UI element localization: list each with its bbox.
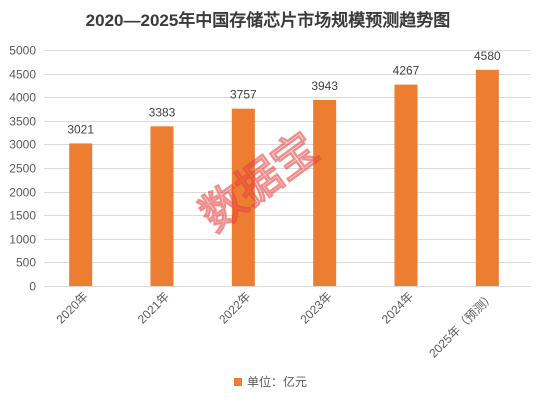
y-tick-label: 3500 (9, 115, 36, 129)
y-tick-label: 2500 (9, 162, 36, 176)
legend-label: 单位：亿元 (247, 374, 307, 389)
y-tick-label: 3000 (9, 138, 36, 152)
y-axis: 0 500 1000 1500 2000 2500 3000 3500 4000 4500 5000 (9, 44, 36, 294)
y-tick-label: 500 (16, 256, 36, 270)
bar (69, 143, 93, 286)
legend-swatch (234, 378, 242, 386)
bar (313, 99, 337, 286)
bar (475, 69, 499, 286)
y-tick-label: 4500 (9, 68, 36, 82)
chart-title: 2020—2025年中国存储芯片市场规模预测趋势图 (86, 10, 451, 30)
bars (69, 69, 499, 287)
data-label: 3021 (67, 122, 94, 136)
legend: 单位：亿元 (234, 374, 307, 389)
data-label: 4580 (474, 49, 501, 63)
bar (150, 126, 174, 286)
bar (231, 108, 255, 286)
data-label: 4267 (393, 64, 420, 78)
gridlines (44, 50, 530, 287)
data-label: 3943 (311, 79, 338, 93)
data-label: 3383 (149, 105, 176, 119)
y-tick-label: 5000 (9, 44, 36, 58)
data-label: 3757 (230, 88, 257, 102)
y-tick-label: 0 (29, 280, 36, 294)
data-labels: 3021 3383 3757 3943 4267 4580 (67, 49, 501, 137)
bar (394, 84, 418, 287)
y-tick-label: 1500 (9, 209, 36, 223)
y-tick-label: 4000 (9, 91, 36, 105)
y-tick-label: 2000 (9, 186, 36, 200)
y-tick-label: 1000 (9, 233, 36, 247)
